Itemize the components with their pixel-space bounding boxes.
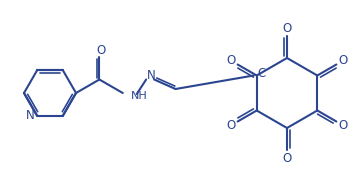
Text: O: O [339,119,348,132]
Text: N: N [26,109,34,122]
Text: O: O [226,119,235,132]
Text: O: O [282,152,292,164]
Text: N: N [147,69,156,82]
Text: C: C [258,67,266,80]
Text: O: O [226,54,235,67]
Text: NH: NH [131,91,148,101]
Text: O: O [97,44,106,57]
Text: O: O [339,54,348,67]
Text: O: O [282,21,292,35]
